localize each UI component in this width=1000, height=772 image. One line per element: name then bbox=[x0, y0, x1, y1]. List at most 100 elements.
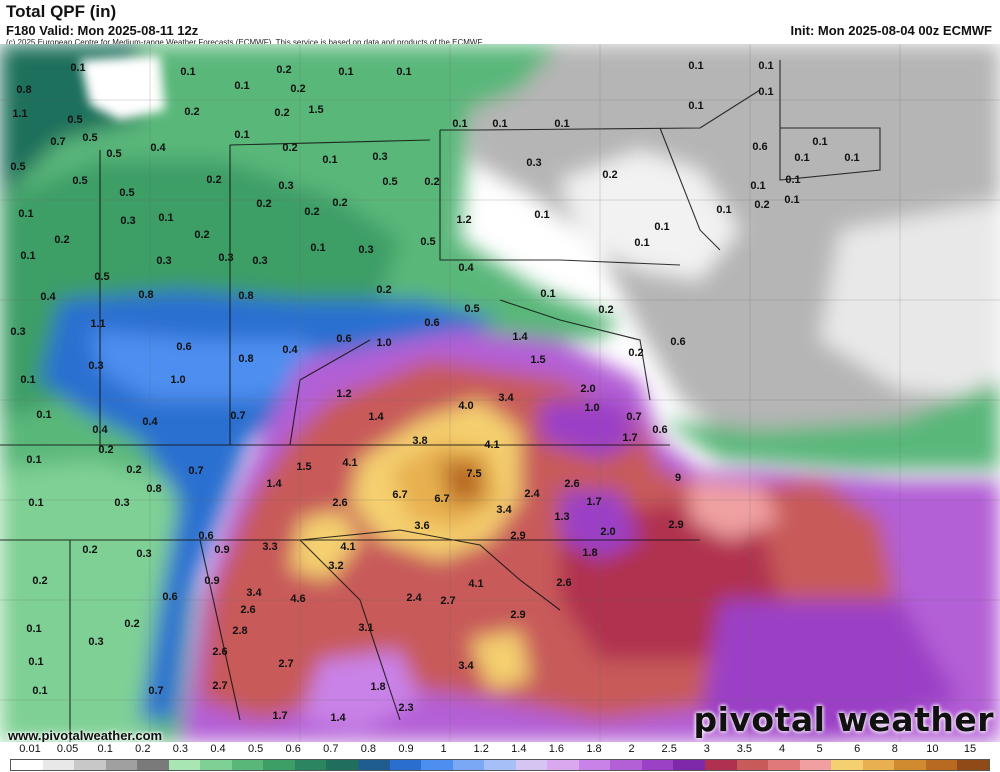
qpf-value-label: 0.5 bbox=[382, 176, 398, 188]
qpf-value-label: 2.6 bbox=[564, 478, 580, 490]
qpf-value-label: 0.1 bbox=[540, 288, 556, 300]
qpf-value-label: 0.6 bbox=[336, 333, 352, 345]
legend-swatch bbox=[168, 760, 201, 770]
qpf-value-label: 0.4 bbox=[282, 344, 298, 356]
qpf-value-label: 0.7 bbox=[626, 411, 642, 423]
qpf-value-label: 2.7 bbox=[278, 658, 294, 670]
qpf-value-label: 0.1 bbox=[338, 66, 354, 78]
qpf-value-label: 4.0 bbox=[458, 400, 474, 412]
qpf-value-label: 0.1 bbox=[785, 174, 801, 186]
qpf-value-label: 1.8 bbox=[582, 547, 598, 559]
qpf-value-label: 0.1 bbox=[396, 66, 412, 78]
qpf-value-label: 0.3 bbox=[358, 244, 374, 256]
qpf-value-label: 0.9 bbox=[204, 575, 220, 587]
qpf-value-label: 0.1 bbox=[554, 118, 570, 130]
legend-tick-label: 0.05 bbox=[56, 743, 79, 755]
legend-swatch bbox=[326, 760, 359, 770]
legend-swatch bbox=[578, 760, 611, 770]
legend-swatch bbox=[11, 760, 43, 770]
qpf-value-label: 0.5 bbox=[67, 114, 83, 126]
qpf-value-label: 0.1 bbox=[28, 497, 44, 509]
qpf-value-label: 3.4 bbox=[496, 504, 512, 516]
qpf-value-label: 0.4 bbox=[40, 291, 56, 303]
legend-tick-label: 0.2 bbox=[135, 743, 151, 755]
legend-swatch bbox=[515, 760, 548, 770]
qpf-value-label: 0.1 bbox=[784, 194, 800, 206]
legend-swatch bbox=[768, 760, 800, 770]
qpf-value-label: 1.5 bbox=[296, 461, 312, 473]
qpf-value-label: 2.6 bbox=[556, 577, 572, 589]
qpf-value-label: 6.7 bbox=[392, 489, 408, 501]
legend-tick-label: 0.9 bbox=[398, 743, 414, 755]
qpf-value-label: 0.4 bbox=[150, 142, 166, 154]
legend-tick-label: 1 bbox=[440, 743, 447, 755]
qpf-value-label: 0.5 bbox=[106, 148, 122, 160]
qpf-value-label: 4.1 bbox=[468, 578, 484, 590]
legend-swatch bbox=[105, 760, 138, 770]
qpf-value-label: 1.1 bbox=[12, 108, 28, 120]
qpf-value-label: 1.4 bbox=[368, 411, 384, 423]
qpf-value-label: 0.2 bbox=[332, 197, 348, 209]
qpf-value-label: 0.1 bbox=[20, 250, 36, 262]
qpf-value-label: 2.6 bbox=[332, 497, 348, 509]
qpf-value-label: 4.1 bbox=[342, 457, 358, 469]
qpf-value-label: 0.1 bbox=[234, 129, 250, 141]
qpf-value-label: 0.6 bbox=[198, 530, 214, 542]
qpf-value-label: 1.2 bbox=[336, 388, 352, 400]
qpf-value-label: 2.7 bbox=[440, 595, 456, 607]
qpf-value-label: 0.2 bbox=[598, 304, 614, 316]
qpf-value-label: 0.2 bbox=[32, 575, 48, 587]
qpf-value-label: 2.4 bbox=[524, 488, 540, 500]
legend-tick-label: 0.1 bbox=[97, 743, 113, 755]
precip-map bbox=[0, 44, 1000, 742]
qpf-value-label: 0.4 bbox=[92, 424, 108, 436]
qpf-value-label: 0.1 bbox=[750, 180, 766, 192]
qpf-value-label: 1.4 bbox=[266, 478, 282, 490]
qpf-value-label: 1.2 bbox=[456, 214, 472, 226]
qpf-value-label: 3.1 bbox=[358, 622, 374, 634]
website-url[interactable]: www.pivotalweather.com bbox=[8, 728, 163, 743]
qpf-value-label: 0.6 bbox=[752, 141, 768, 153]
legend-swatch bbox=[231, 760, 264, 770]
qpf-value-label: 0.1 bbox=[688, 100, 704, 112]
legend-tick-label: 0.8 bbox=[360, 743, 377, 755]
legend-tick-label: 0.3 bbox=[172, 743, 189, 755]
qpf-value-label: 0.6 bbox=[176, 341, 192, 353]
ecmwf-credit: (c) 2025 European Centre for Medium-rang… bbox=[6, 38, 484, 47]
legend-swatch bbox=[673, 760, 706, 770]
qpf-value-label: 2.0 bbox=[580, 383, 596, 395]
legend-swatch bbox=[263, 760, 295, 770]
legend-swatch bbox=[421, 760, 453, 770]
qpf-value-label: 0.8 bbox=[16, 84, 32, 96]
legend-swatch bbox=[137, 760, 169, 770]
qpf-value-label: 3.8 bbox=[412, 435, 428, 447]
qpf-value-label: 3.4 bbox=[246, 587, 262, 599]
qpf-value-label: 0.1 bbox=[758, 60, 774, 72]
qpf-value-label: 0.2 bbox=[82, 544, 98, 556]
init-time: Init: Mon 2025-08-04 00z ECMWF bbox=[790, 23, 992, 38]
qpf-value-label: 0.5 bbox=[10, 161, 26, 173]
legend-swatch bbox=[894, 760, 926, 770]
legend-tick-label: 1.8 bbox=[586, 743, 602, 755]
legend-colorbar bbox=[10, 759, 990, 771]
legend-tick-label: 10 bbox=[926, 743, 939, 755]
legend-swatch bbox=[484, 760, 516, 770]
qpf-value-label: 2.9 bbox=[668, 519, 684, 531]
valid-time: F180 Valid: Mon 2025-08-11 12z bbox=[6, 23, 199, 38]
qpf-value-label: 0.6 bbox=[162, 591, 178, 603]
pivotal-weather-logo: pivotal weather bbox=[693, 700, 994, 739]
legend-tick-label: 0.7 bbox=[323, 743, 339, 755]
qpf-value-label: 0.3 bbox=[10, 326, 26, 338]
qpf-value-label: 0.1 bbox=[180, 66, 196, 78]
legend-swatch bbox=[74, 760, 106, 770]
qpf-value-label: 9 bbox=[674, 472, 682, 484]
qpf-value-label: 1.0 bbox=[376, 337, 392, 349]
qpf-value-label: 0.2 bbox=[54, 234, 70, 246]
qpf-value-label: 0.5 bbox=[94, 271, 110, 283]
legend-swatch bbox=[42, 760, 75, 770]
legend-tick-label: 8 bbox=[891, 743, 898, 755]
qpf-value-label: 0.1 bbox=[36, 409, 52, 421]
legend-tick-label: 1.4 bbox=[511, 743, 527, 755]
legend-tick-label: 0.01 bbox=[19, 743, 41, 755]
qpf-value-label: 0.5 bbox=[464, 303, 480, 315]
